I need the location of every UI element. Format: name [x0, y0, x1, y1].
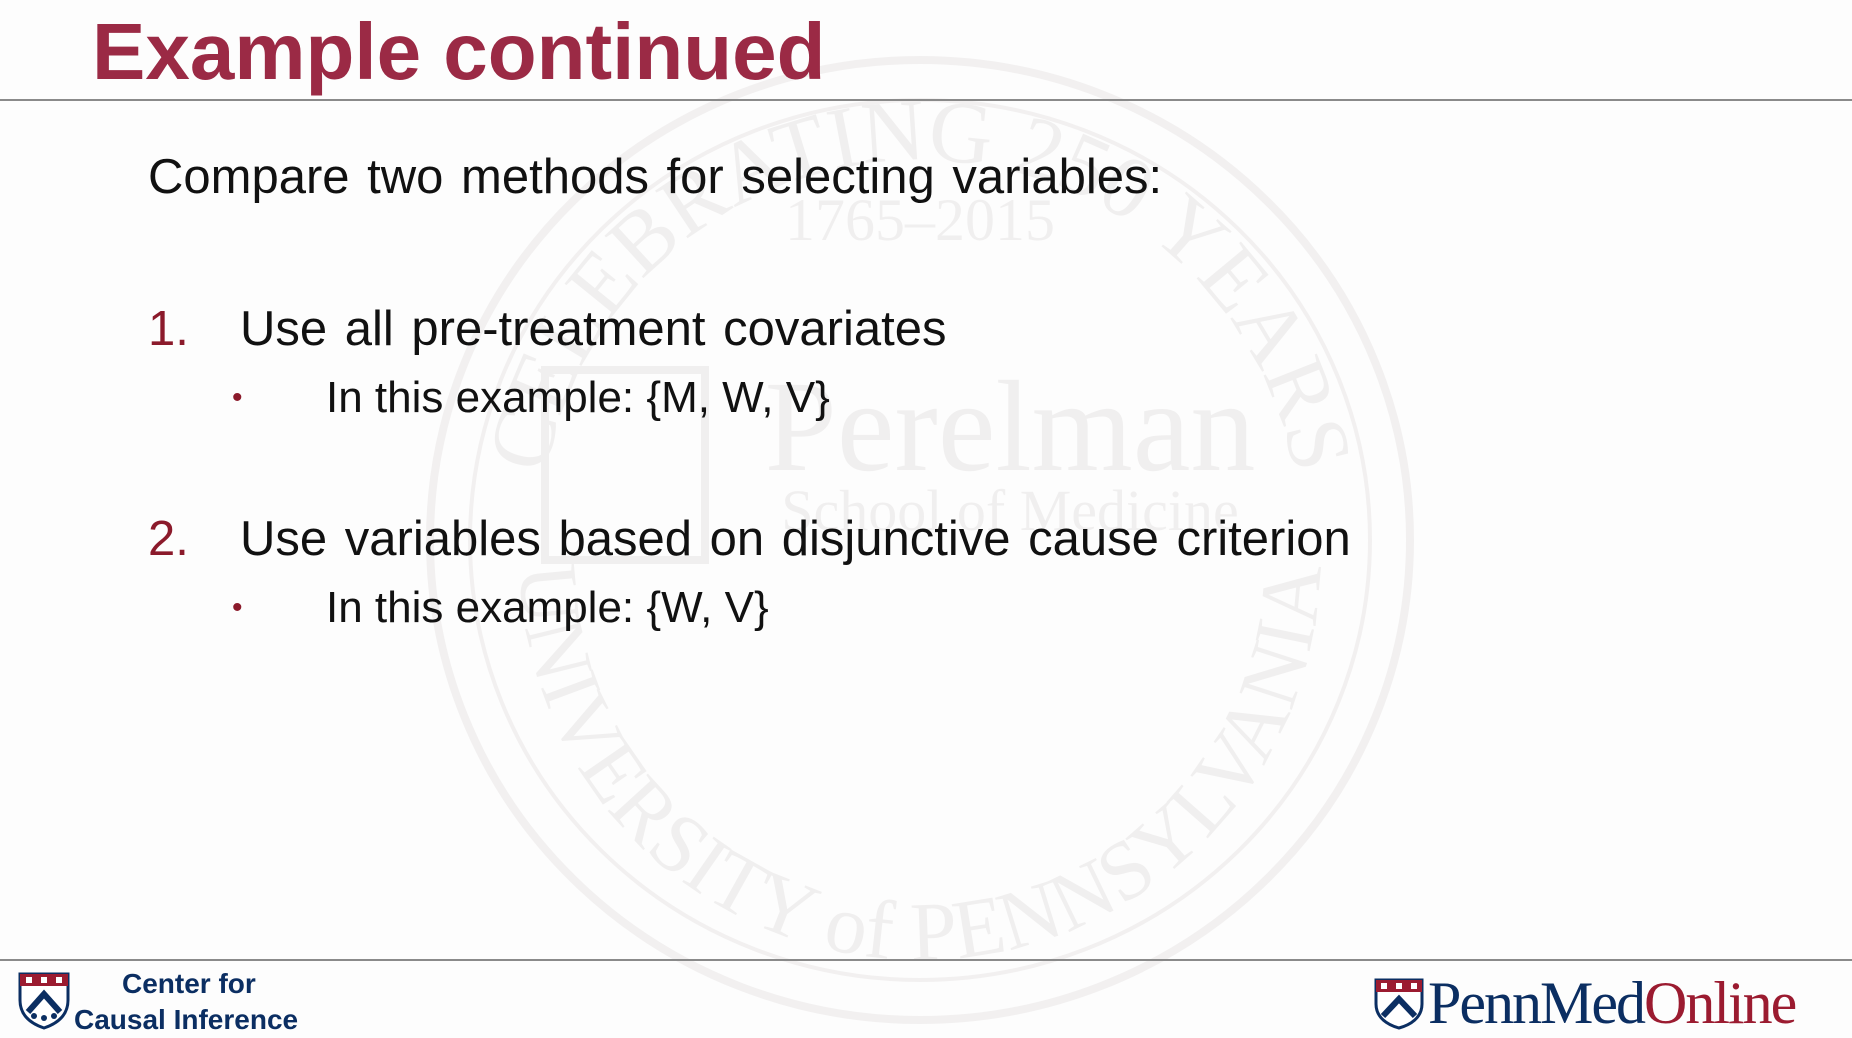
- item-1-bullet: •: [232, 381, 243, 414]
- title-divider: [0, 99, 1852, 101]
- item-2-bullet: •: [232, 591, 243, 624]
- logo-online: Online: [1643, 970, 1797, 1036]
- item-1-number: 1.: [148, 302, 189, 356]
- cci-logo-line2: Causal Inference: [74, 1004, 299, 1035]
- penn-shield-icon: [1374, 978, 1424, 1030]
- item-2-subtext: In this example: {W, V}: [326, 583, 769, 632]
- penn-shield-icon: [18, 972, 70, 1030]
- slide-title: Example continued: [92, 7, 826, 96]
- pennmedonline-logo: PennMedOnline: [1428, 970, 1797, 1036]
- item-1-subtext: In this example: {M, W, V}: [326, 373, 830, 422]
- watermark-years: 1765–2015: [785, 187, 1055, 253]
- intro-text: Compare two methods for selecting variab…: [148, 150, 1163, 204]
- item-2-text: Use variables based on disjunctive cause…: [240, 512, 1351, 566]
- watermark-school: School of Medicine: [781, 478, 1238, 543]
- watermark-name: Perelman: [765, 355, 1256, 499]
- item-1-text: Use all pre-treatment covariates: [240, 302, 947, 356]
- cci-logo-line1: Center for: [122, 968, 256, 999]
- university-seal-icon: CELEBRATING 250 YEARS UNIVERSITY of PENN…: [426, 56, 1414, 1024]
- logo-penn: Penn: [1428, 970, 1542, 1036]
- item-2-number: 2.: [148, 512, 189, 566]
- logo-med: Med: [1540, 970, 1646, 1036]
- footer-divider: [0, 959, 1852, 961]
